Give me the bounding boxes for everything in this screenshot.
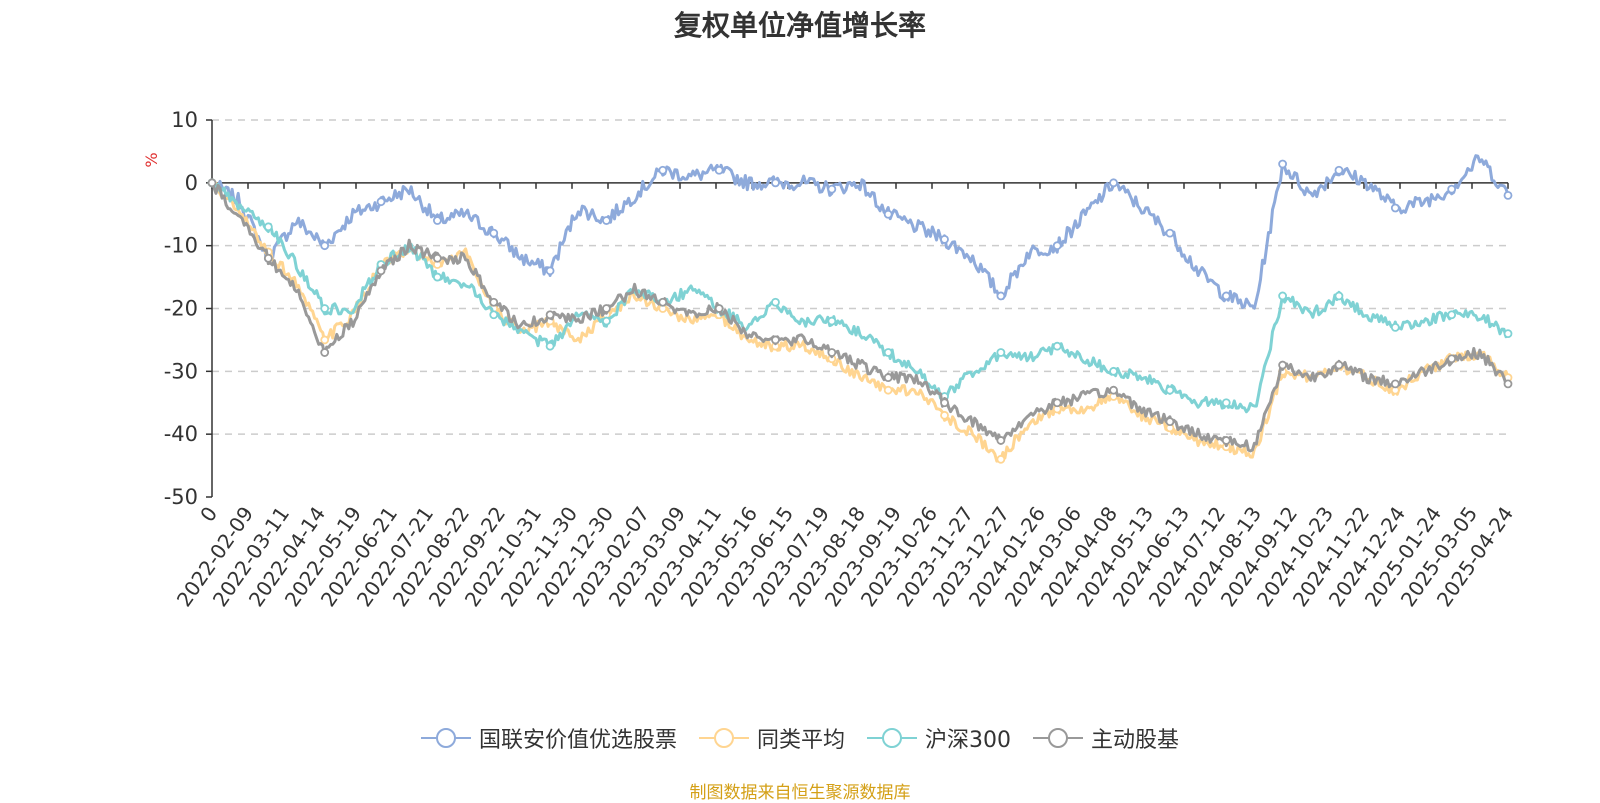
y-tick-label: 0 [185,171,198,195]
series-point-2 [1334,291,1344,301]
series-point-0 [602,216,611,225]
series-point-0 [1109,178,1118,188]
x-tick-label: 0 [195,502,222,526]
series-point-3 [827,348,837,357]
series-point-3 [714,304,724,313]
series-point-0 [320,241,330,251]
series-point-3 [1109,385,1118,395]
series-point-0 [996,291,1006,301]
legend-item-3[interactable]: 主动股基 [1033,722,1179,754]
chart-title: 复权单位净值增长率 [673,9,926,42]
series-point-2 [883,348,893,357]
series-point-3 [1052,398,1062,408]
series-point-3 [658,297,668,307]
series-line-1 [210,181,1510,463]
series-point-3 [602,304,611,313]
source-note: 制图数据来自恒生聚源数据库 [689,783,911,803]
series-point-3 [320,348,330,357]
series-point-0 [714,165,724,175]
series-point-1 [320,335,330,345]
legend-item-1[interactable]: 同类平均 [698,722,845,754]
y-axis-label: % [142,152,161,167]
series-point-2 [602,316,611,326]
series-point-3 [1390,379,1400,389]
series-point-2 [1390,322,1400,332]
series-point-0 [940,234,949,244]
series-point-2 [1052,341,1062,351]
series-point-0 [1278,159,1288,169]
series-point-2 [1221,398,1231,408]
series-point-3 [1165,417,1175,427]
series-point-3 [1221,436,1231,445]
series-point-0 [432,216,442,225]
series-point-1 [940,410,949,420]
legend-marker-icon [867,728,917,748]
y-tick-label: 10 [171,108,198,132]
series-point-3 [940,398,949,408]
y-tick-label: -10 [164,234,198,258]
series-line-2 [210,181,1510,414]
series-point-2 [545,341,555,351]
series-point-0 [883,209,893,219]
legend-marker-icon [420,728,471,748]
series-point-0 [1221,291,1231,301]
series-point-0 [1390,203,1400,213]
series-point-1 [883,385,893,395]
series-point-3 [545,310,555,320]
series-point-0 [1334,165,1344,175]
series-line-3 [210,182,1509,453]
series-point-2 [1278,291,1288,301]
series-point-0 [1503,190,1513,200]
series-point-1 [996,454,1006,464]
series-point-2 [489,310,499,320]
series-point-2 [771,297,780,307]
series-point-3 [207,178,217,188]
series-point-0 [1052,241,1062,251]
series-point-0 [489,228,499,238]
series-point-2 [996,348,1006,357]
series-point-3 [996,436,1006,445]
y-tick-label: -50 [164,485,198,509]
series-point-3 [376,266,386,276]
series-point-0 [1165,228,1175,238]
legend-item-2[interactable]: 沪深300 [867,722,1011,754]
series-point-3 [432,253,442,263]
legend-label: 同类平均 [756,728,845,753]
y-tick-label: -30 [164,359,198,383]
series-point-3 [263,253,273,263]
series-point-0 [376,197,386,207]
y-tick-label: -20 [164,297,198,321]
series-point-2 [432,272,442,282]
series-point-2 [263,222,273,232]
series-point-2 [1165,385,1175,395]
series-point-3 [489,297,499,307]
series-point-0 [771,178,780,188]
series-point-0 [545,266,555,276]
series-point-2 [827,316,837,326]
series-point-3 [1278,360,1288,370]
series-point-2 [320,304,330,313]
legend-marker-icon [698,728,749,748]
series-point-3 [1503,379,1513,389]
series-point-0 [827,184,837,194]
series-point-2 [1503,329,1513,339]
series-point-2 [1447,310,1457,320]
legend-marker-icon [1033,728,1083,748]
series-point-3 [883,373,893,383]
series-line-0 [212,154,1510,310]
series-point-0 [658,165,668,175]
y-tick-label: -40 [164,422,198,446]
series-point-3 [771,335,780,345]
series-point-3 [1447,354,1457,364]
legend-label: 国联安价值优选股票 [478,728,677,753]
legend-item-0[interactable]: 国联安价值优选股票 [420,722,677,754]
line-chart: 100-10-20-30-40-50%02022-02-092022-03-11… [142,108,1518,611]
legend-label: 沪深300 [925,728,1011,753]
legend-label: 主动股基 [1091,728,1180,753]
legend: 国联安价值优选股票 同类平均 沪深300 主动股基 [0,722,1600,754]
series-point-0 [1447,184,1457,194]
series-point-3 [1334,360,1344,370]
series-point-2 [1109,366,1118,376]
